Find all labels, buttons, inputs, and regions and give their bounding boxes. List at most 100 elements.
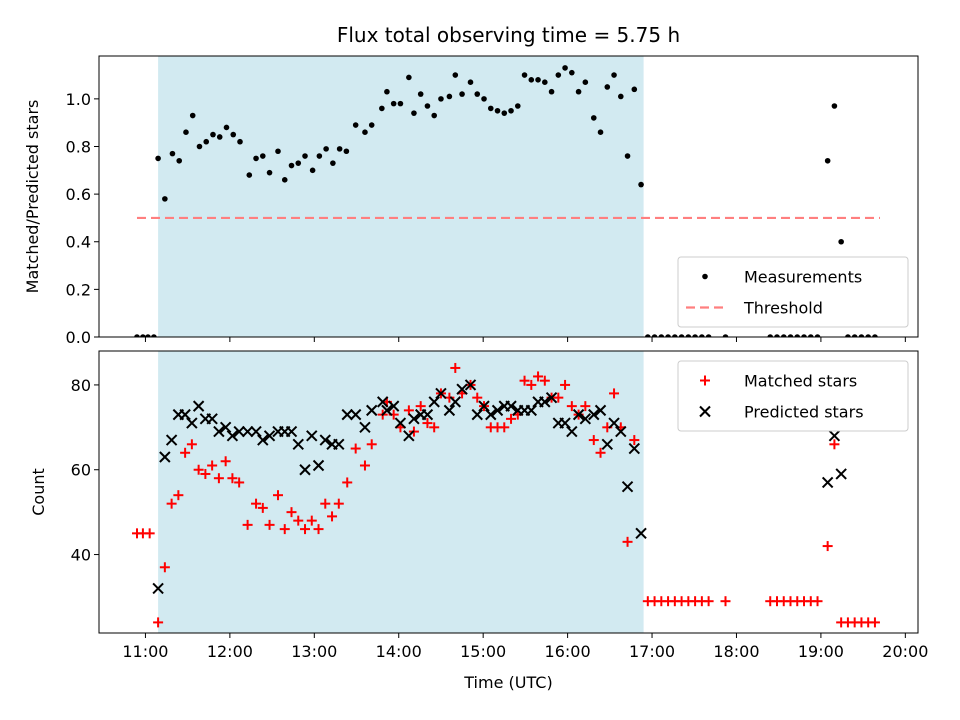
matched-stars-point [227,473,238,484]
predicted-stars-point [366,404,378,417]
x-b [226,430,239,442]
predicted-stars-point [566,425,578,438]
predicted-stars-point [428,396,440,408]
measurement-point [295,160,302,166]
x-b [525,404,538,417]
measurement-point [494,107,501,114]
predicted-stars-point [213,425,225,438]
x-b [545,391,558,404]
measurement-point [253,155,259,162]
predicted-stars-point [449,396,462,408]
x-tick-label: 15:00 [460,642,506,661]
measurement-point [155,155,161,162]
measurement-point [169,150,176,157]
matched-stars-point [359,460,370,471]
measurement-point [508,107,514,114]
x-b [312,459,325,472]
measurement-point [343,148,350,155]
matched-stars-point [450,362,461,373]
predicted-stars-point [219,421,232,434]
matched-stars-point [257,502,268,513]
y-tick-label: 0.6 [66,185,91,204]
legend: Measurements Threshold [677,256,909,328]
x-b [285,425,298,438]
legend-plus-icon [700,375,710,386]
legend-box [677,360,909,432]
measurement-point [446,93,453,100]
measurement-point [151,334,157,337]
predicted-stars-point [152,582,164,595]
x-b [464,379,477,391]
x-b [566,425,578,438]
measurement-point [189,112,196,119]
measurement-point [767,334,774,337]
measurement-point [474,91,481,97]
measurement-point [807,334,814,337]
matched-stars-point [193,464,204,475]
x-b [421,408,434,421]
measurement-point [368,122,375,128]
matched-stars-point [213,473,224,484]
measurement-point [722,334,729,337]
predicted-stars-point [421,408,434,421]
matched-stars-point [499,422,510,433]
matched-stars-point [429,422,440,433]
predicted-stars-point [835,468,847,480]
measurement-point [467,79,474,85]
matched-stars-point [186,439,197,450]
plot-area [134,65,881,337]
predicted-stars-point [292,438,304,451]
measurement-point [658,334,665,337]
measurement-point [651,334,658,337]
matched-stars-point [629,435,640,446]
measurement-point [542,79,548,85]
series-predicted-stars [152,379,847,595]
predicted-stars-point [349,408,362,421]
measurement-point [203,138,210,145]
x-b [241,425,254,438]
measurement-point [604,84,611,90]
series-matched-stars [131,362,880,628]
measurement-point [575,88,582,95]
y-axis-label: Matched/Predicted stars [23,100,42,294]
series-measurements [134,65,878,337]
matched-stars-point [560,379,571,390]
x-tick-label: 16:00 [545,642,591,661]
measurement-point [801,334,807,337]
predicted-stars-point [491,404,504,417]
x-b [835,468,847,480]
y-tick-label: 0.2 [66,280,91,299]
x-b [366,404,378,417]
matched-stars-point [264,519,275,530]
measurement-point [514,103,521,109]
measurement-point [617,93,624,100]
x-b [635,527,647,540]
x-b [263,430,276,442]
measurement-point [384,88,390,95]
predicted-stars-point [333,438,345,451]
predicted-stars-point [456,383,468,395]
x-b [213,425,225,438]
measurement-point [352,122,359,128]
matched-stars-point [207,460,218,471]
matched-stars-point [153,617,164,628]
matched-stars-point [720,596,731,607]
measurement-point [323,146,329,152]
measurement-point [210,131,216,138]
matched-stars-point [812,596,823,607]
matched-stars-point [300,524,311,535]
matched-stars-point [422,418,433,429]
matched-stars-point [251,498,262,509]
legend-label: Matched stars [744,372,857,391]
legend-box [677,256,909,328]
x-b [292,438,304,451]
measurement-point [858,334,865,337]
x-b [443,404,456,417]
measurement-point [134,334,140,337]
matched-stars-point [595,447,606,458]
measurement-point [216,134,223,140]
measurement-point [246,172,253,178]
axes-frame [98,55,919,338]
matched-stars-point [286,507,297,518]
matched-stars-point [553,392,564,403]
